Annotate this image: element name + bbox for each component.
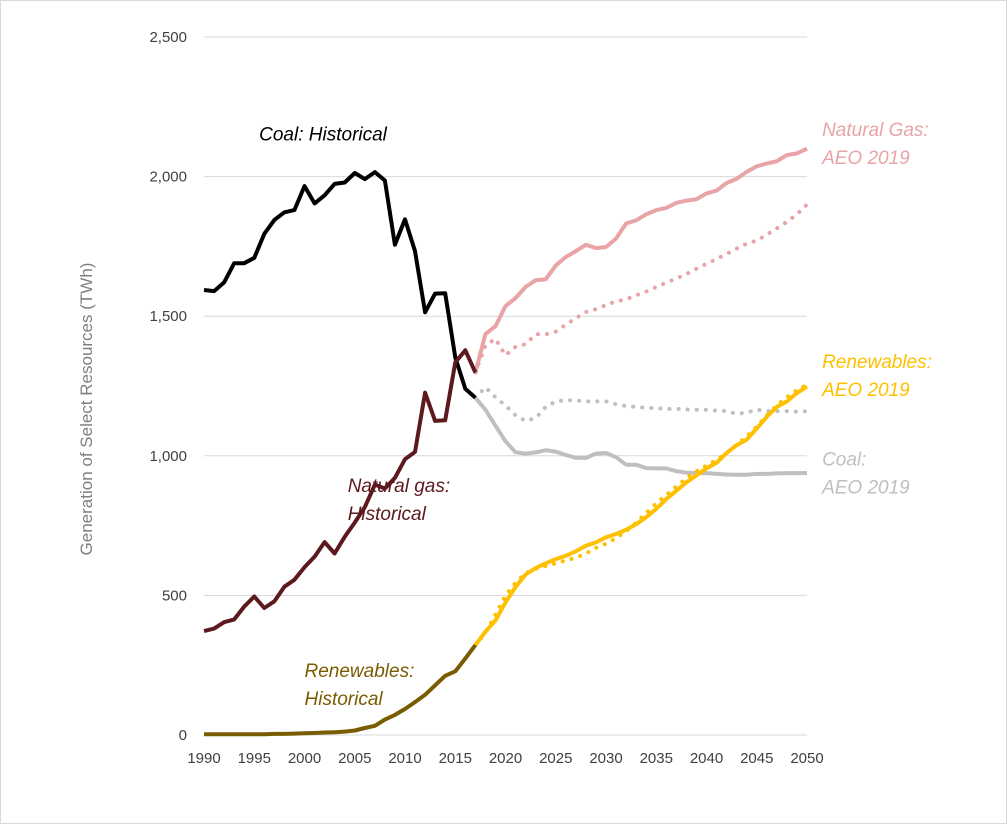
x-tick-label: 2050 [790, 750, 823, 767]
annotation-coal-aeo-2019: Coal: AEO 2019 [821, 450, 910, 499]
series-line-renewables-aeo-2019 [473, 384, 809, 647]
x-tick-label: 2030 [589, 750, 622, 767]
y-tick-label: 1,500 [149, 308, 187, 325]
x-tick-label: 2020 [489, 750, 522, 767]
gridlines [204, 36, 807, 596]
x-tick-label: 2005 [338, 750, 371, 767]
x-tick-label: 2025 [539, 750, 572, 767]
series-line-natural-gas-aeo-2019-alt [473, 202, 809, 375]
annotation-renewables-historical: Renewables: Historical [305, 661, 415, 710]
series-line-natural-gas-aeo-2019 [473, 146, 808, 374]
y-tick-label: 2,500 [149, 29, 187, 46]
annotation-line: Coal: Historical [259, 124, 388, 145]
annotation-coal-historical: Coal: Historical [259, 124, 388, 145]
x-tick-label: 2045 [740, 750, 773, 767]
annotation-renewables-aeo-2019: Renewables: AEO 2019 [821, 352, 932, 401]
annotation-line: Historical [348, 504, 427, 525]
y-tick-label: 2,000 [149, 169, 187, 186]
x-tick-label: 1990 [187, 750, 220, 767]
series-line-coal-aeo-2019-alt [473, 385, 809, 423]
series-lines [203, 146, 809, 737]
y-axis-ticks: 0 500 1,000 1,500 2,000 2,500 [149, 29, 187, 744]
annotation-line: Renewables: [305, 661, 415, 682]
y-axis-label: Generation of Select Resources (TWh) [77, 263, 96, 556]
annotation-line: Coal: [822, 450, 866, 471]
y-tick-label: 1,000 [149, 448, 187, 465]
annotation-line: AEO 2019 [821, 478, 910, 499]
y-tick-label: 0 [179, 727, 187, 744]
annotation-line: AEO 2019 [821, 380, 910, 401]
annotation-line: AEO 2019 [821, 148, 910, 169]
annotation-line: Natural Gas: [822, 120, 929, 141]
series-line-coal-aeo-2019 [473, 396, 807, 477]
x-tick-label: 2010 [388, 750, 421, 767]
annotation-line: Renewables: [822, 352, 932, 373]
x-tick-label: 2015 [439, 750, 472, 767]
series-line-renewables-historical [204, 643, 477, 737]
annotation-natural-gas-historical: Natural gas: Historical [348, 476, 450, 525]
annotation-natural-gas-aeo-2019: Natural Gas: AEO 2019 [821, 120, 929, 169]
y-tick-label: 500 [162, 587, 187, 604]
x-tick-label: 2035 [640, 750, 673, 767]
x-axis-ticks: 1990 1995 2000 2005 2010 2015 2020 2025 2030 2035… [187, 750, 823, 767]
series-line-renewables-aeo-2019-alt [473, 382, 809, 648]
series-line-coal-historical [203, 170, 477, 400]
series-line-natural-gas-historical [203, 348, 478, 634]
x-tick-label: 1995 [238, 750, 271, 767]
x-tick-label: 2040 [690, 750, 723, 767]
annotation-line: Historical [305, 689, 384, 710]
x-tick-label: 2000 [288, 750, 321, 767]
annotation-line: Natural gas: [348, 476, 450, 497]
